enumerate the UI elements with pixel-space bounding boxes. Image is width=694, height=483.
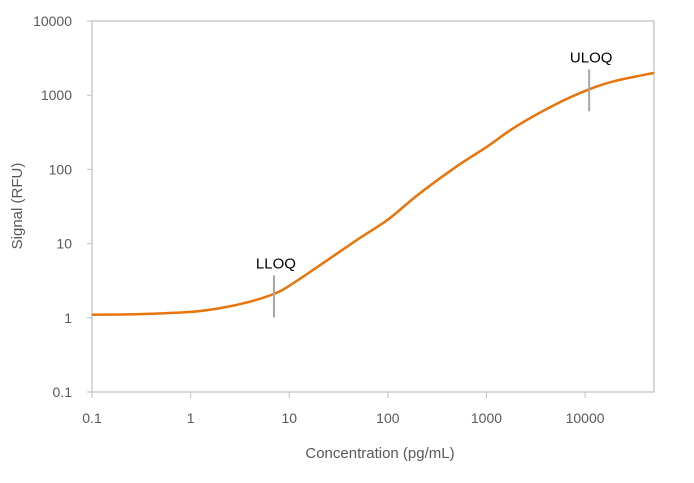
y-tick-label: 10000 xyxy=(33,13,72,29)
x-tick-label: 1 xyxy=(187,410,195,426)
x-tick-label: 0.1 xyxy=(82,410,102,426)
x-tick-label: 1000 xyxy=(471,410,502,426)
x-tick-label: 10000 xyxy=(566,410,605,426)
y-tick-label: 1000 xyxy=(41,87,72,103)
x-tick-label: 100 xyxy=(376,410,400,426)
x-axis-label: Concentration (pg/mL) xyxy=(305,445,454,462)
y-tick-label: 10 xyxy=(56,236,72,252)
x-tick-label: 10 xyxy=(281,410,297,426)
y-axis-label: Signal (RFU) xyxy=(9,163,26,250)
y-tick-label: 100 xyxy=(49,161,73,177)
y-tick-label: 1 xyxy=(64,310,72,326)
annotation-label-lloq: LLOQ xyxy=(256,255,296,272)
y-tick-label: 0.1 xyxy=(53,384,73,400)
series-line xyxy=(91,71,655,316)
plot-frame xyxy=(91,20,655,393)
annotation-label-uloq: ULOQ xyxy=(570,49,613,66)
